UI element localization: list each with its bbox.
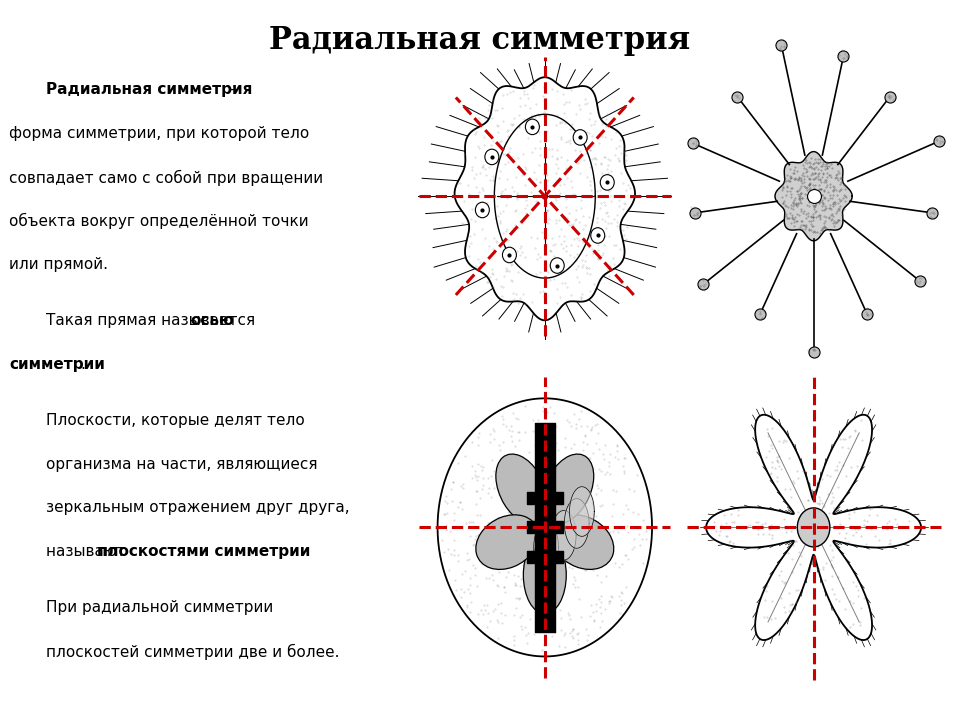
Text: (B): (B) — [686, 41, 717, 59]
Polygon shape — [569, 487, 594, 536]
Ellipse shape — [542, 454, 593, 523]
Text: объекта вокруг определённой точки: объекта вокруг определённой точки — [9, 213, 308, 229]
Circle shape — [550, 258, 564, 274]
Text: совпадает само с собой при вращении: совпадает само с собой при вращении — [9, 170, 323, 186]
Circle shape — [573, 130, 588, 145]
Text: Радиальная симметрия: Радиальная симметрия — [46, 83, 252, 97]
Text: зеркальным отражением друг друга,: зеркальным отражением друг друга, — [46, 500, 349, 516]
Polygon shape — [775, 152, 852, 240]
Ellipse shape — [476, 515, 539, 570]
Text: (D): (D) — [684, 365, 716, 383]
Text: форма симметрии, при которой тело: форма симметрии, при которой тело — [9, 126, 309, 141]
Text: организма на части, являющиеся: организма на части, являющиеся — [46, 456, 317, 472]
Text: –: – — [226, 83, 238, 97]
Text: плоскостей симметрии две и более.: плоскостей симметрии две и более. — [46, 644, 339, 660]
Text: (A): (A) — [419, 32, 449, 50]
Polygon shape — [564, 499, 589, 548]
Text: Радиальная симметрия: Радиальная симметрия — [270, 25, 690, 56]
Text: осью: осью — [190, 313, 234, 328]
Text: или прямой.: или прямой. — [9, 257, 108, 271]
Text: При радиальной симметрии: При радиальной симметрии — [46, 600, 273, 615]
Text: симметрии: симметрии — [9, 356, 105, 372]
Text: .: . — [253, 544, 258, 559]
Text: называют: называют — [46, 544, 131, 559]
Text: плоскостями симметрии: плоскостями симметрии — [97, 544, 310, 559]
Polygon shape — [534, 523, 559, 572]
Text: .: . — [81, 356, 85, 372]
Ellipse shape — [523, 536, 566, 613]
Circle shape — [525, 119, 540, 135]
Circle shape — [590, 228, 605, 243]
Circle shape — [798, 508, 829, 547]
Ellipse shape — [551, 515, 613, 570]
Text: Плоскости, которые делят тело: Плоскости, которые делят тело — [46, 413, 304, 428]
Polygon shape — [455, 77, 635, 320]
Text: Такая прямая называется: Такая прямая называется — [46, 313, 259, 328]
Circle shape — [475, 202, 490, 217]
Circle shape — [485, 149, 499, 165]
Polygon shape — [551, 510, 576, 560]
Circle shape — [502, 247, 516, 263]
Ellipse shape — [496, 454, 547, 523]
Polygon shape — [707, 415, 921, 640]
Circle shape — [600, 175, 614, 190]
Text: (C): (C) — [420, 362, 449, 380]
Polygon shape — [438, 398, 652, 657]
